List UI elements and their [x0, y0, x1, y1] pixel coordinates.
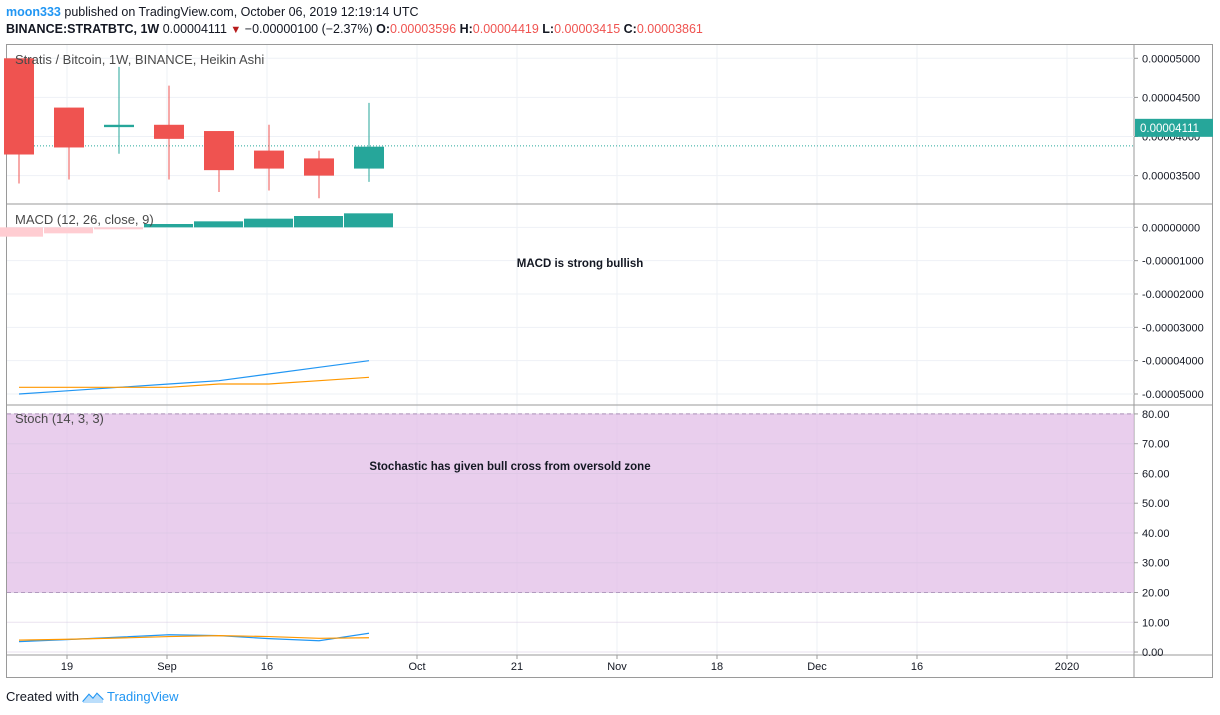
- stoch-tick-label: 0.00: [1142, 647, 1163, 659]
- down-arrow-icon: ▼: [230, 24, 242, 36]
- low-label: L:: [542, 22, 555, 36]
- macd-annotation: MACD is strong bullish: [517, 258, 644, 270]
- macd-tick-label: -0.00005000: [1142, 389, 1204, 401]
- price-tick-label: 0.00004500: [1142, 92, 1200, 104]
- close-label: C:: [623, 22, 637, 36]
- stoch-tick-label: 70.00: [1142, 439, 1170, 451]
- price-tick-label: 0.00003500: [1142, 171, 1200, 183]
- macd-tick-label: -0.00001000: [1142, 256, 1204, 268]
- x-tick-label: 21: [511, 661, 523, 673]
- x-tick-label: Sep: [157, 661, 177, 673]
- last-price-label-bg: [1135, 118, 1213, 137]
- high-label: H:: [459, 22, 473, 36]
- candle-body: [354, 146, 384, 169]
- macd-histogram-bar: [244, 218, 293, 228]
- macd-histogram-bar: [0, 227, 43, 237]
- macd-tick-label: -0.00003000: [1142, 322, 1204, 334]
- published-text: published on TradingView.com, October 06…: [64, 5, 419, 19]
- last-price: 0.00004111: [162, 22, 227, 36]
- candle-body: [104, 124, 134, 128]
- high-value: 0.00004419: [472, 22, 539, 36]
- tradingview-logo-icon: [82, 691, 104, 703]
- tradingview-brand-link[interactable]: TradingView: [106, 689, 179, 704]
- open-label: O:: [376, 22, 391, 36]
- x-tick-label: 18: [711, 661, 723, 673]
- symbol-info: BINANCE:STRATBTC, 1W 0.00004111 ▼ −0.000…: [6, 22, 703, 36]
- candle-body: [304, 158, 334, 176]
- stoch-tick-label: 30.00: [1142, 558, 1170, 570]
- price-change: −0.00000100 (−2.37%): [244, 22, 373, 36]
- price-tick-label: 0.00005000: [1142, 53, 1200, 65]
- candle-body: [54, 107, 84, 148]
- macd-tick-label: 0.00000000: [1142, 222, 1200, 234]
- macd-histogram-bar: [344, 213, 393, 228]
- candle-body: [4, 58, 34, 155]
- symbol-label: BINANCE:STRATBTC, 1W: [6, 22, 160, 36]
- x-tick-label: Oct: [408, 661, 425, 673]
- created-with-text: Created with: [6, 689, 79, 704]
- footer: Created with TradingView: [6, 689, 179, 704]
- macd-tick-label: -0.00002000: [1142, 289, 1204, 301]
- macd-histogram-bar: [294, 216, 343, 228]
- x-tick-label: 19: [61, 661, 73, 673]
- stoch-tick-label: 40.00: [1142, 528, 1170, 540]
- author-link[interactable]: moon333: [6, 5, 61, 19]
- x-tick-label: Nov: [607, 661, 627, 673]
- x-tick-label: 16: [911, 661, 923, 673]
- stoch-tick-label: 20.00: [1142, 588, 1170, 600]
- stoch-k-line: [18, 632, 370, 643]
- stoch-d-line: [18, 635, 370, 641]
- stoch-tick-label: 80.00: [1142, 409, 1170, 421]
- x-tick-label: 2020: [1055, 661, 1079, 673]
- stoch-tick-label: 10.00: [1142, 617, 1170, 629]
- macd-histogram-bar: [94, 227, 143, 230]
- candle-body: [254, 150, 284, 169]
- macd-signal-line: [19, 376, 370, 388]
- macd-line: [18, 360, 370, 395]
- close-value: 0.00003861: [636, 22, 703, 36]
- macd-histogram-bar: [144, 224, 193, 228]
- stoch-annotation: Stochastic has given bull cross from ove…: [369, 461, 650, 473]
- macd-histogram-bar: [44, 227, 93, 234]
- last-price-label: 0.00004111: [1140, 123, 1199, 135]
- stoch-tick-label: 50.00: [1142, 498, 1170, 510]
- chart-frame: [6, 44, 1213, 678]
- x-tick-label: Dec: [807, 661, 827, 673]
- x-tick-label: 16: [261, 661, 273, 673]
- candle-body: [204, 131, 234, 171]
- macd-tick-label: -0.00004000: [1142, 356, 1204, 368]
- publish-info: moon333 published on TradingView.com, Oc…: [6, 5, 419, 19]
- price-pane-title: Stratis / Bitcoin, 1W, BINANCE, Heikin A…: [15, 52, 264, 67]
- open-value: 0.00003596: [390, 22, 457, 36]
- macd-pane-title: MACD (12, 26, close, 9): [15, 212, 154, 227]
- macd-histogram-bar: [194, 221, 243, 228]
- candle-body: [154, 124, 184, 139]
- stoch-pane-title: Stoch (14, 3, 3): [15, 411, 104, 426]
- low-value: 0.00003415: [554, 22, 621, 36]
- stoch-tick-label: 60.00: [1142, 468, 1170, 480]
